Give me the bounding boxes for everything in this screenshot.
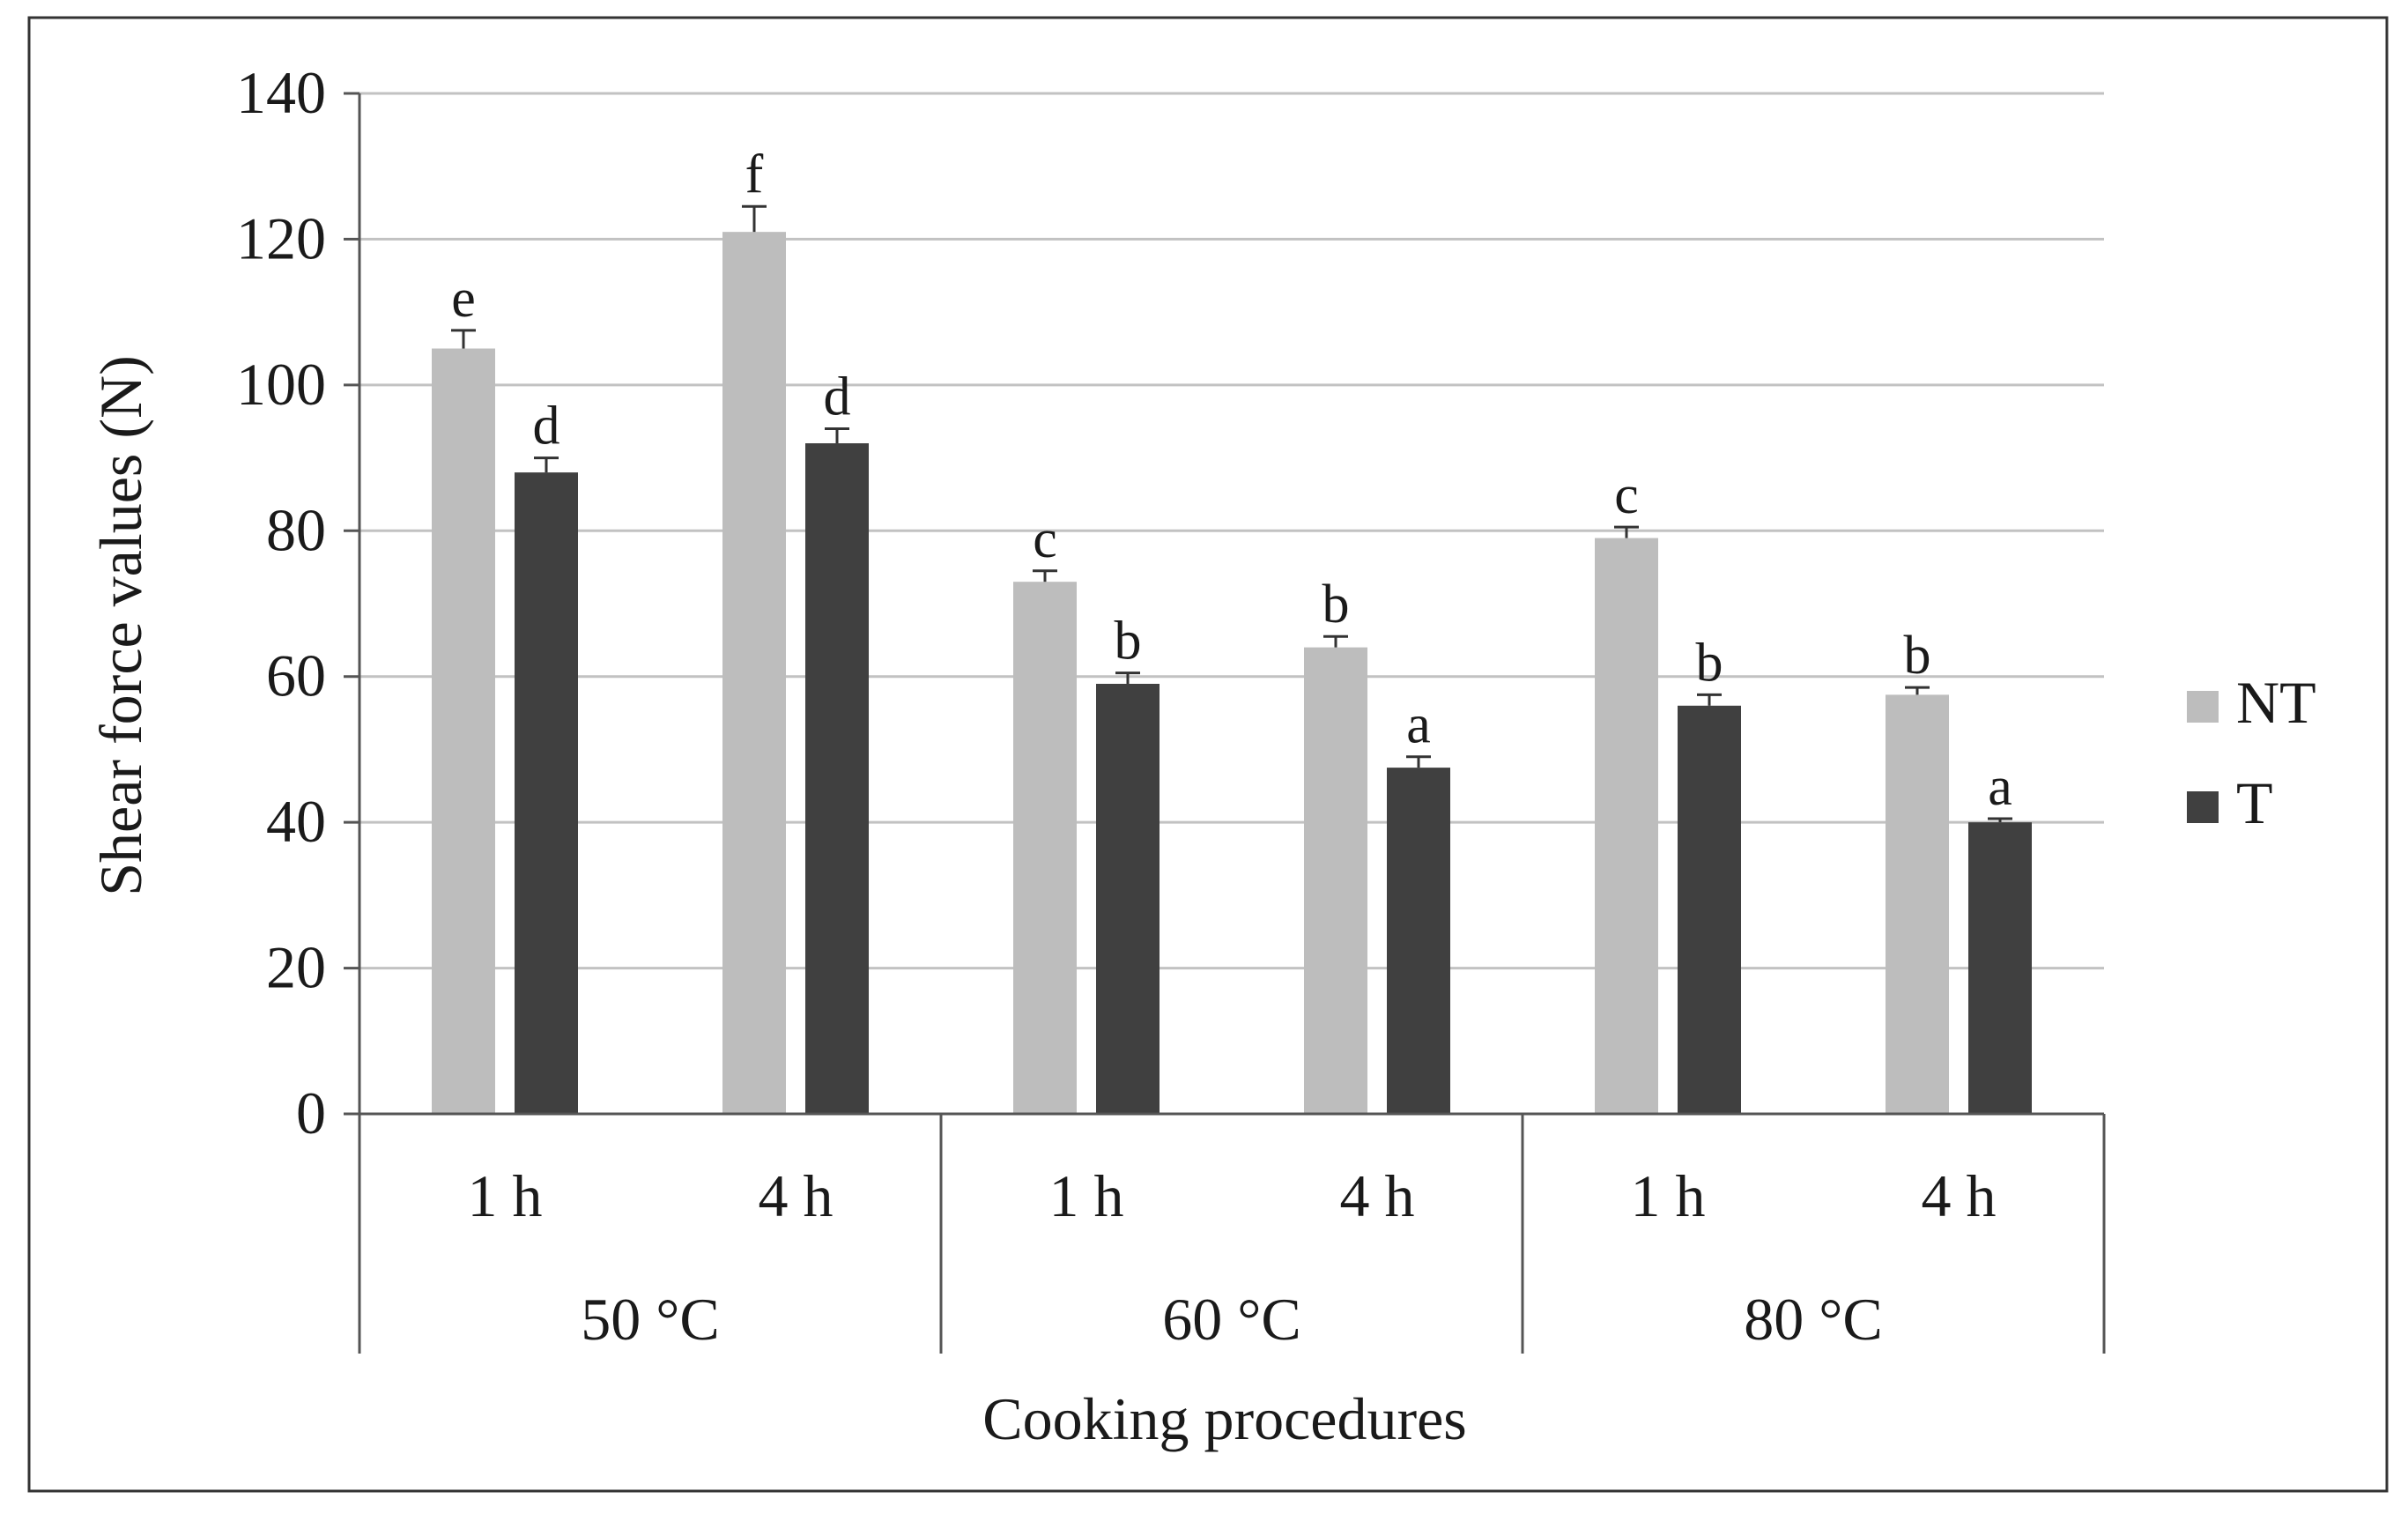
significance-letter: c <box>1033 509 1057 569</box>
y-tick-label: 20 <box>266 934 326 1001</box>
bar-nt <box>1886 694 1949 1114</box>
significance-letter: c <box>1614 465 1639 525</box>
category-label: 4 h <box>1922 1162 1997 1229</box>
significance-letter: b <box>1323 575 1350 634</box>
group-label: 60 °C <box>1162 1286 1301 1353</box>
x-axis-title: Cooking procedures <box>982 1385 1467 1452</box>
category-label: 4 h <box>759 1162 834 1229</box>
y-tick-label: 100 <box>236 351 326 418</box>
category-label: 1 h <box>1631 1162 1706 1229</box>
bar-t <box>1678 705 1741 1114</box>
y-tick-label: 60 <box>266 642 326 709</box>
legend: NT T <box>2187 669 2316 836</box>
bar-t <box>805 443 869 1114</box>
bar-t <box>1968 822 2032 1114</box>
legend-swatch-t <box>2187 791 2219 823</box>
significance-letter: d <box>824 367 851 427</box>
significance-letter: b <box>1904 626 1931 686</box>
gridlines <box>359 92 2104 970</box>
legend-label: NT <box>2236 669 2316 736</box>
significance-letter: e <box>451 269 476 329</box>
bar-nt <box>722 232 786 1115</box>
labels: 0 20 40 60 80 100 120 140 50 °C 60 °C 80 °C 1 h e d 4 … <box>236 59 2012 1353</box>
bars <box>432 204 2032 1115</box>
y-tick-label: 0 <box>296 1080 326 1146</box>
bar-t <box>515 472 578 1114</box>
category-label: 4 h <box>1340 1162 1415 1229</box>
category-label: 1 h <box>468 1162 543 1229</box>
y-tick-label: 120 <box>236 204 326 271</box>
bar-nt <box>432 348 495 1114</box>
axes <box>344 92 2106 1354</box>
significance-letter: b <box>1115 612 1142 671</box>
bar-t <box>1387 768 1450 1114</box>
bar-nt <box>1013 582 1077 1114</box>
group-label: 50 °C <box>581 1286 720 1353</box>
significance-letter: a <box>1406 695 1431 755</box>
group-label: 80 °C <box>1744 1286 1883 1353</box>
y-tick-label: 80 <box>266 496 326 563</box>
significance-letter: b <box>1696 633 1723 693</box>
bar-nt <box>1304 647 1367 1114</box>
legend-label: T <box>2236 769 2273 836</box>
significance-letter: d <box>533 397 560 456</box>
significance-letter: f <box>745 145 764 204</box>
y-tick-label: 40 <box>266 788 326 855</box>
chart-frame <box>27 16 2389 1493</box>
legend-swatch-nt <box>2187 691 2219 723</box>
category-label: 1 h <box>1049 1162 1124 1229</box>
significance-letter: a <box>1988 757 2012 817</box>
y-axis-title: Shear force values (N) <box>87 355 154 896</box>
bar-nt <box>1595 538 1658 1114</box>
y-tick-label: 140 <box>236 59 326 126</box>
bar-t <box>1096 683 1160 1114</box>
